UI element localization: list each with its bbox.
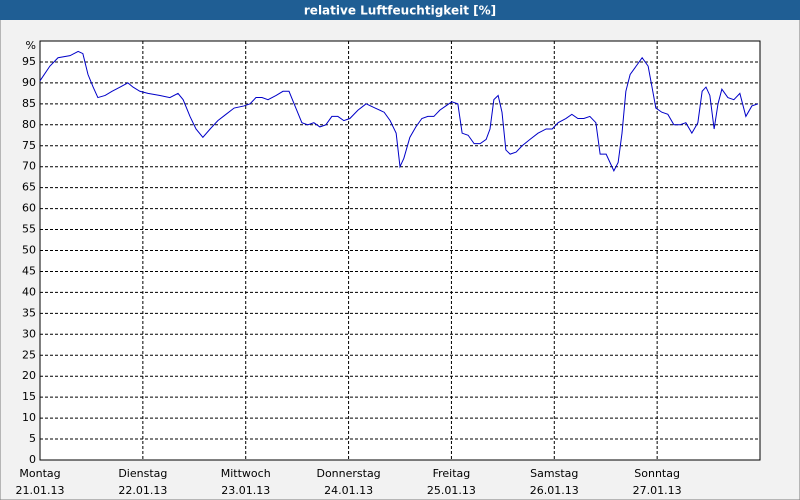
y-tick-label: 60: [22, 202, 36, 215]
y-tick-label: 70: [22, 160, 36, 173]
data-line: [39, 50, 759, 173]
y-tick-label: 50: [22, 244, 36, 257]
y-tick-label: 20: [22, 369, 36, 382]
x-tick-label: Samstag: [530, 467, 578, 480]
x-tick-label: 26.01.13: [530, 484, 579, 497]
y-tick-label: 15: [22, 390, 36, 403]
y-tick-label: 10: [22, 411, 36, 424]
y-tick-label: 5: [29, 432, 36, 445]
y-tick-label: %: [26, 39, 36, 52]
x-tick-label: 23.01.13: [221, 484, 270, 497]
y-tick-label: 0: [29, 453, 36, 466]
y-tick-label: 30: [22, 327, 36, 340]
title-bar: [0, 0, 800, 20]
y-tick-label: 40: [22, 285, 36, 298]
y-tick-label: 85: [22, 97, 36, 110]
x-tick-label: Freitag: [433, 467, 471, 480]
x-tick-label: Sonntag: [634, 467, 680, 480]
x-tick-label: Dienstag: [118, 467, 167, 480]
y-tick-label: 95: [22, 55, 36, 68]
y-tick-label: 65: [22, 181, 36, 194]
y-tick-label: 45: [22, 264, 36, 277]
x-tick-label: Mittwoch: [221, 467, 271, 480]
x-tick-label: 22.01.13: [118, 484, 167, 497]
x-tick-label: 24.01.13: [324, 484, 373, 497]
chart-title: relative Luftfeuchtigkeit [%]: [304, 4, 496, 18]
x-tick-label: 25.01.13: [427, 484, 476, 497]
x-tick-label: 27.01.13: [633, 484, 682, 497]
y-tick-label: 75: [22, 139, 36, 152]
x-tick-label: Donnerstag: [316, 467, 380, 480]
y-tick-label: 35: [22, 306, 36, 319]
y-tick-label: 80: [22, 118, 36, 131]
x-tick-label: 21.01.13: [16, 484, 65, 497]
y-tick-label: 25: [22, 348, 36, 361]
y-tick-label: 90: [22, 76, 36, 89]
x-tick-label: Montag: [19, 467, 60, 480]
y-tick-label: 55: [22, 223, 36, 236]
